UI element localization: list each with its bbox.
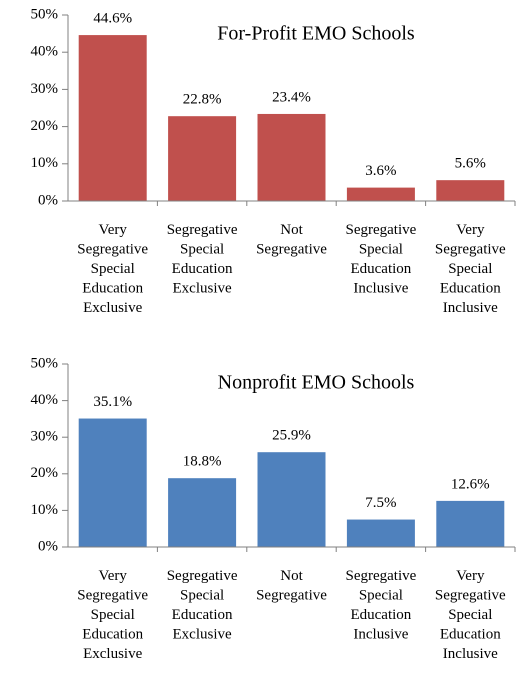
data-label: 3.6% xyxy=(365,163,396,179)
bar xyxy=(257,113,326,201)
x-tick-label: Very Segregative Special Education Inclusive xyxy=(435,222,506,316)
x-tick-label: Segregative Special Education Inclusive xyxy=(345,222,416,297)
bar xyxy=(78,35,147,202)
bar xyxy=(436,500,505,547)
y-tick-label: 30% xyxy=(31,81,59,97)
x-tick-label: Very Segregative Special Education Exclusive xyxy=(77,222,148,316)
data-label: 44.6% xyxy=(93,11,132,27)
data-label: 35.1% xyxy=(93,394,132,410)
x-tick-label: Very Segregative Special Education Inclusive xyxy=(435,568,506,662)
data-label: 18.8% xyxy=(183,454,222,470)
x-tick-label: Segregative Special Education Exclusive xyxy=(167,222,238,297)
y-tick-label: 0% xyxy=(38,538,58,554)
y-tick-label: 30% xyxy=(31,429,59,445)
data-label: 5.6% xyxy=(455,156,486,172)
x-tick-label: Very Segregative Special Education Exclusive xyxy=(77,568,148,662)
bar xyxy=(168,478,237,547)
y-tick-label: 10% xyxy=(31,502,59,518)
x-tick-label: Segregative Special Education Exclusive xyxy=(167,568,238,643)
bar xyxy=(346,519,415,547)
y-tick-label: 10% xyxy=(31,155,59,171)
data-label: 7.5% xyxy=(365,495,396,511)
bar xyxy=(257,452,326,547)
y-tick-label: 20% xyxy=(31,465,59,481)
bar xyxy=(168,116,237,201)
y-tick-label: 50% xyxy=(31,6,59,22)
y-tick-label: 0% xyxy=(38,192,58,208)
x-tick-label: Not Segregative xyxy=(256,568,327,604)
y-tick-label: 40% xyxy=(31,392,59,408)
y-tick-label: 40% xyxy=(31,44,59,60)
bar xyxy=(436,180,505,201)
bar xyxy=(78,418,147,547)
chart-title: Nonprofit EMO Schools xyxy=(218,372,415,394)
chart-title: For-Profit EMO Schools xyxy=(217,23,415,45)
x-tick-label: Segregative Special Education Inclusive xyxy=(345,568,416,643)
x-tick-label: Not Segregative xyxy=(256,222,327,258)
y-tick-label: 20% xyxy=(31,118,59,134)
data-label: 22.8% xyxy=(183,92,222,108)
data-label: 12.6% xyxy=(451,476,490,492)
bar xyxy=(346,187,415,201)
y-tick-label: 50% xyxy=(31,355,59,371)
data-label: 23.4% xyxy=(272,89,311,105)
data-label: 25.9% xyxy=(272,428,311,444)
